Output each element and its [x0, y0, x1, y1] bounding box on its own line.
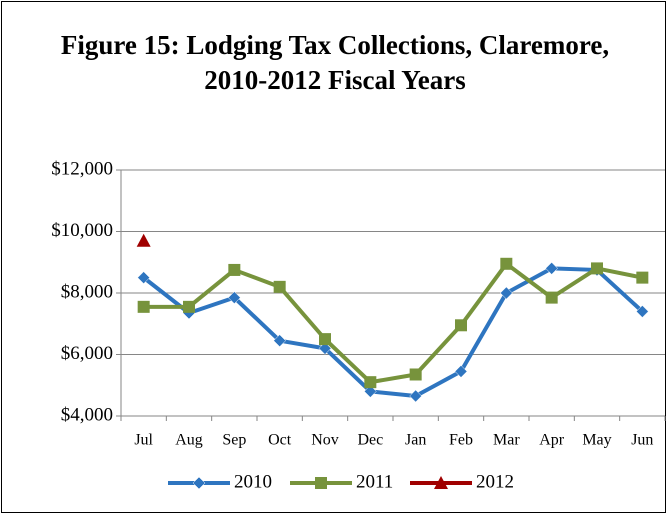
data-point [363, 385, 377, 398]
legend-marker [192, 476, 206, 490]
data-point [364, 376, 377, 389]
data-point [227, 291, 241, 304]
x-tick-label: Aug [175, 432, 203, 449]
data-point [545, 262, 559, 275]
x-tick-label: Dec [357, 432, 383, 449]
y-tick-label: $4,000 [61, 404, 113, 425]
data-point [636, 271, 649, 284]
legend-label: 2011 [356, 471, 393, 492]
data-point [499, 286, 513, 300]
legend-marker [434, 476, 448, 489]
x-tick-label: Jun [631, 432, 653, 449]
data-point [273, 334, 287, 348]
y-tick-label: $8,000 [61, 281, 113, 302]
chart-title: Figure 15: Lodging Tax Collections, Clar… [60, 30, 610, 95]
x-tick-label: May [582, 432, 611, 449]
data-point [454, 365, 468, 378]
data-point [137, 271, 151, 284]
data-point [455, 319, 467, 332]
legend-label: 2010 [234, 471, 272, 492]
legend-marker [315, 477, 327, 489]
x-tick-label: Apr [539, 432, 565, 449]
x-tick-label: Jan [405, 432, 426, 449]
data-point [183, 300, 195, 313]
data-point [273, 280, 286, 293]
data-point [545, 291, 558, 304]
x-tick-label: Jul [134, 432, 153, 449]
y-tick-label: $12,000 [51, 158, 113, 179]
series-line [142, 266, 644, 399]
series-line [143, 261, 643, 385]
data-point [319, 333, 331, 346]
x-tick-label: Sep [222, 432, 246, 449]
y-tick-label: $6,000 [61, 343, 113, 364]
data-point [137, 300, 150, 313]
data-point [409, 389, 423, 403]
data-point [409, 368, 422, 381]
data-point [591, 262, 603, 275]
x-tick-label: Nov [311, 432, 339, 449]
data-point [136, 233, 151, 247]
x-tick-label: Feb [449, 432, 473, 449]
legend-label: 2012 [476, 471, 514, 492]
data-point [228, 263, 241, 276]
y-tick-label: $10,000 [51, 220, 113, 241]
data-point [635, 305, 649, 318]
x-tick-label: Mar [493, 432, 520, 449]
data-point [500, 257, 513, 270]
data-point [318, 341, 332, 355]
x-tick-label: Oct [268, 432, 292, 449]
